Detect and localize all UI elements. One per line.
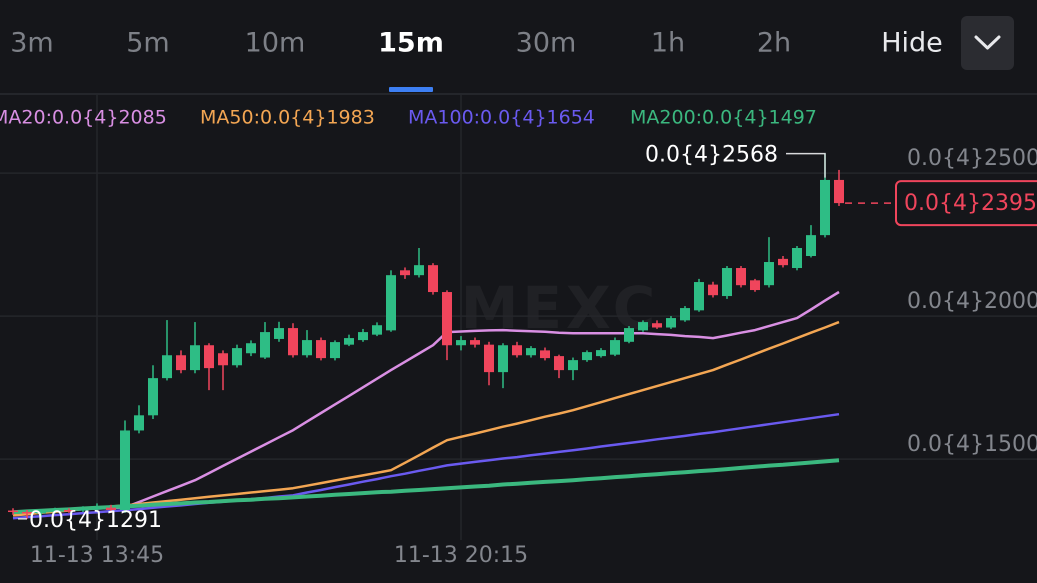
candle-body	[316, 340, 326, 359]
active-tab-indicator	[389, 87, 433, 92]
candle-body	[232, 348, 242, 366]
candle-body	[484, 344, 494, 373]
candle-body	[778, 258, 788, 266]
chevron-icon	[974, 35, 1001, 50]
timeframe-tab[interactable]: 1h	[651, 28, 685, 59]
moving-average-line	[12, 458, 840, 515]
candle-body	[50, 509, 60, 512]
candle-body	[596, 350, 606, 357]
candle-body	[344, 338, 354, 345]
candle-body	[204, 345, 214, 369]
timeframe-tab[interactable]: 3m	[10, 28, 53, 59]
candle-body	[302, 340, 312, 356]
x-tick-label: 11-13 13:45	[30, 543, 164, 568]
candle-body	[386, 275, 396, 331]
candle-body	[148, 378, 158, 416]
legend-entry: MA20:0.0{4}2085	[0, 107, 167, 129]
y-tick-label: 0.0{4}1500	[907, 432, 1037, 457]
candle-body	[582, 352, 592, 361]
candle-body	[64, 509, 74, 512]
moving-average-line	[12, 412, 840, 520]
candle-body	[120, 430, 130, 510]
dropdown-button[interactable]	[961, 16, 1014, 70]
high-marker-label: 0.0{4}2568	[645, 143, 778, 168]
candle-body	[568, 360, 578, 371]
timeframe-tab[interactable]: 5m	[126, 28, 169, 59]
timeframe-tab[interactable]: 15m	[378, 28, 444, 59]
candle-body	[750, 280, 760, 291]
candle-body	[78, 508, 88, 511]
candle-body	[92, 507, 102, 510]
candle-body	[400, 270, 410, 276]
candle-body	[260, 332, 270, 358]
candle-body	[470, 340, 480, 345]
candle-body	[820, 179, 830, 236]
candle-body	[372, 325, 382, 335]
candle-body	[8, 510, 18, 513]
candle-body	[554, 356, 564, 371]
candle-body	[442, 292, 452, 346]
candle-body	[526, 348, 536, 356]
legend-entry: MA100:0.0{4}1654	[408, 107, 595, 129]
candle-body	[624, 328, 634, 342]
candle-body	[708, 284, 718, 296]
candle-body	[834, 179, 844, 204]
candle-body	[610, 340, 620, 355]
candle-body	[680, 308, 690, 321]
candle-body	[806, 235, 816, 257]
candle-body	[22, 511, 32, 514]
timeframe-tab[interactable]: 10m	[245, 28, 306, 59]
candle-body	[540, 350, 550, 359]
candle-body	[190, 345, 200, 371]
candle-body	[736, 268, 746, 286]
legend-entry: MA200:0.0{4}1497	[630, 107, 817, 129]
last-price-label: 0.0{4}2395	[904, 191, 1037, 216]
candle-body	[288, 328, 298, 356]
y-tick-label: 0.0{4}2000	[907, 289, 1037, 314]
candle-body	[106, 507, 116, 510]
candle-body	[722, 268, 732, 297]
candle-body	[330, 342, 340, 359]
candle-body	[162, 355, 172, 379]
candle-body	[218, 353, 228, 366]
candle-body	[428, 265, 438, 293]
candle-body	[134, 415, 144, 431]
timeframe-tab[interactable]: 2h	[757, 28, 791, 59]
timeframe-tab[interactable]: 30m	[516, 28, 577, 59]
candle-body	[36, 511, 46, 514]
candle-body	[638, 322, 648, 331]
legend-entry: MA50:0.0{4}1983	[200, 107, 375, 129]
y-tick-label: 0.0{4}2500	[907, 146, 1037, 171]
hide-button[interactable]: Hide	[881, 28, 943, 59]
moving-average-line	[12, 290, 840, 514]
candle-body	[652, 323, 662, 328]
candle-body	[694, 282, 704, 311]
moving-average-line	[12, 320, 840, 517]
candle-body	[666, 318, 676, 328]
low-marker-label: 0.0{4}1291	[29, 508, 162, 533]
candle-body	[512, 345, 522, 356]
candle-body	[176, 355, 186, 371]
candle-body	[792, 248, 802, 269]
candle-body	[358, 332, 368, 341]
candle-body	[764, 262, 774, 286]
candle-body	[246, 343, 256, 354]
high-marker-line	[786, 152, 826, 178]
candle-body	[456, 340, 466, 346]
last-price-box	[895, 180, 1037, 227]
candle-body	[274, 328, 284, 339]
x-tick-label: 11-13 20:15	[394, 543, 528, 568]
candle-body	[414, 265, 424, 276]
candle-body	[498, 345, 508, 373]
